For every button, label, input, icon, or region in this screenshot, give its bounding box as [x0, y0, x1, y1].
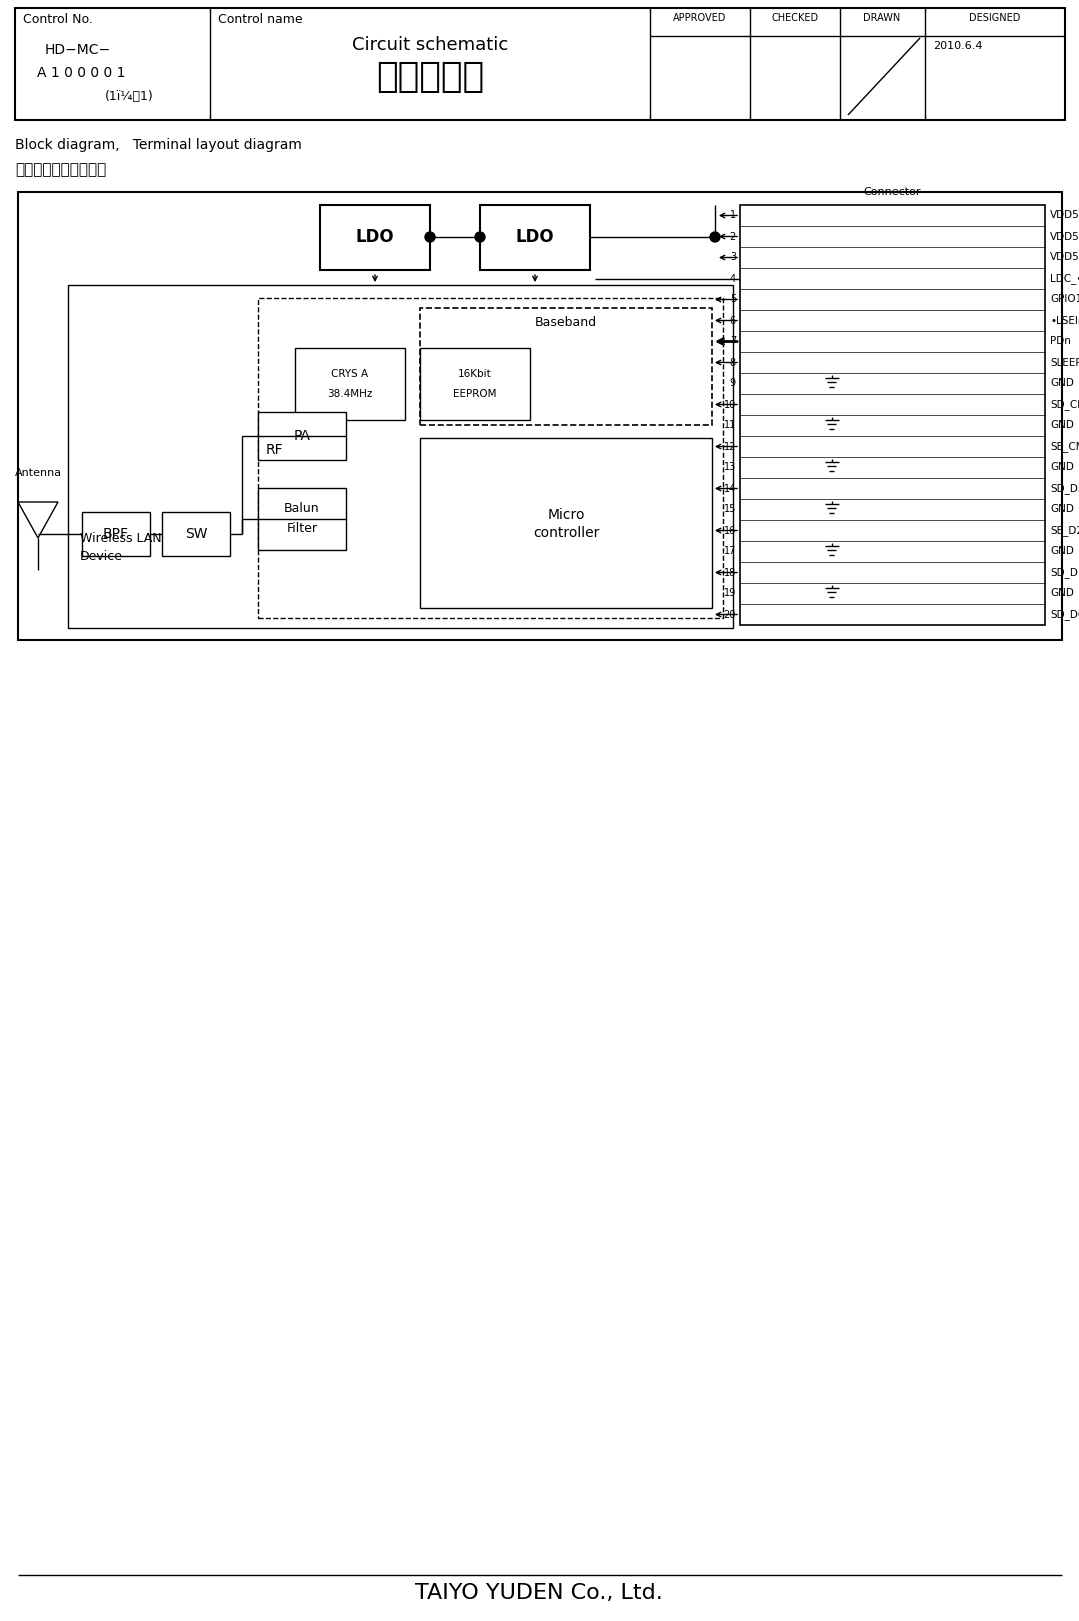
- Text: 14: 14: [724, 483, 736, 493]
- Text: Wireless LAN: Wireless LAN: [80, 532, 162, 545]
- Bar: [420, 308, 712, 425]
- Text: EEPROM: EEPROM: [453, 389, 496, 399]
- Text: LDO: LDO: [516, 229, 555, 246]
- Bar: [258, 488, 346, 550]
- Text: DESIGNED: DESIGNED: [969, 13, 1021, 23]
- Text: 8: 8: [729, 358, 736, 368]
- Text: VDD5: VDD5: [1050, 232, 1079, 242]
- Text: HD−MC−: HD−MC−: [45, 44, 111, 57]
- Text: DRAWN: DRAWN: [863, 13, 901, 23]
- Text: 内部回路図: 内部回路図: [375, 60, 484, 94]
- Text: Micro: Micro: [547, 507, 585, 522]
- Text: GND: GND: [1050, 546, 1074, 556]
- Text: 16: 16: [724, 525, 736, 535]
- Text: GND: GND: [1050, 588, 1074, 598]
- Bar: [420, 438, 712, 608]
- Text: 19: 19: [724, 588, 736, 598]
- Text: PDn: PDn: [1050, 337, 1070, 347]
- Text: 12: 12: [724, 441, 736, 452]
- Circle shape: [475, 232, 484, 242]
- Text: 7: 7: [729, 337, 736, 347]
- Text: GND: GND: [1050, 420, 1074, 431]
- Bar: [258, 412, 346, 460]
- Text: LDC_•VMI •: LDC_•VMI •: [1050, 272, 1079, 284]
- Text: Control No.: Control No.: [23, 13, 93, 26]
- Bar: [480, 204, 590, 271]
- Text: TAIYO YUDEN Co., Ltd.: TAIYO YUDEN Co., Ltd.: [415, 1584, 663, 1603]
- Text: 18: 18: [724, 567, 736, 577]
- Text: CRYS A: CRYS A: [331, 370, 369, 379]
- Text: 2010.6.4: 2010.6.4: [933, 41, 983, 50]
- Text: 6: 6: [729, 316, 736, 326]
- Bar: [420, 349, 530, 420]
- Text: GPIO1: GPIO1: [1050, 295, 1079, 305]
- Text: SD_D1: SD_D1: [1050, 567, 1079, 579]
- Text: SD_D0: SD_D0: [1050, 609, 1079, 619]
- Bar: [68, 285, 733, 627]
- Text: GND: GND: [1050, 504, 1074, 514]
- Bar: [320, 204, 431, 271]
- Bar: [162, 512, 230, 556]
- Text: •LSEIn: •LSEIn: [1050, 316, 1079, 326]
- Text: controller: controller: [533, 525, 599, 540]
- Text: 10: 10: [724, 399, 736, 410]
- Text: 11: 11: [724, 420, 736, 431]
- Text: Antenna: Antenna: [14, 468, 62, 478]
- Bar: [82, 512, 150, 556]
- Text: Filter: Filter: [287, 522, 317, 535]
- Text: Balun: Balun: [284, 503, 319, 515]
- Text: SE_CMD: SE_CMD: [1050, 441, 1079, 452]
- Text: LDO: LDO: [356, 229, 394, 246]
- Text: VDD5: VDD5: [1050, 211, 1079, 220]
- Text: APPROVED: APPROVED: [673, 13, 726, 23]
- Text: 5: 5: [729, 295, 736, 305]
- Text: SW: SW: [185, 527, 207, 541]
- Text: SE_D2: SE_D2: [1050, 525, 1079, 537]
- Text: SD_CLK: SD_CLK: [1050, 399, 1079, 410]
- Bar: [258, 298, 723, 618]
- Text: ブロック図、端子配置: ブロック図、端子配置: [15, 162, 106, 177]
- Text: VDD5: VDD5: [1050, 253, 1079, 263]
- Text: 20: 20: [724, 609, 736, 619]
- Text: 9: 9: [729, 378, 736, 389]
- Bar: [18, 191, 1062, 640]
- Circle shape: [425, 232, 435, 242]
- Text: 15: 15: [724, 504, 736, 514]
- Text: Block diagram,   Terminal layout diagram: Block diagram, Terminal layout diagram: [15, 138, 302, 152]
- Text: CHECKED: CHECKED: [771, 13, 819, 23]
- Bar: [15, 8, 1065, 120]
- Text: Device: Device: [80, 550, 123, 562]
- Text: BPF: BPF: [103, 527, 129, 541]
- Text: Circuit schematic: Circuit schematic: [352, 36, 508, 53]
- Text: 1: 1: [729, 211, 736, 220]
- Text: 2: 2: [729, 232, 736, 242]
- Text: GND: GND: [1050, 462, 1074, 472]
- Text: 17: 17: [724, 546, 736, 556]
- Text: 38.4MHz: 38.4MHz: [327, 389, 372, 399]
- Text: PA: PA: [293, 430, 311, 443]
- Text: A 1 0 0 0 0 1: A 1 0 0 0 0 1: [37, 66, 125, 79]
- Circle shape: [710, 232, 720, 242]
- Text: 4: 4: [729, 274, 736, 284]
- Bar: [740, 204, 1044, 626]
- Text: Control name: Control name: [218, 13, 302, 26]
- Text: 16Kbit: 16Kbit: [459, 370, 492, 379]
- Bar: [295, 349, 405, 420]
- Text: 13: 13: [724, 462, 736, 472]
- Text: RF: RF: [267, 443, 284, 457]
- Text: Connector: Connector: [863, 186, 920, 198]
- Text: SLEEP_CLK: SLEEP_CLK: [1050, 357, 1079, 368]
- Text: 3: 3: [729, 253, 736, 263]
- Text: SD_D3: SD_D3: [1050, 483, 1079, 494]
- Text: GND: GND: [1050, 378, 1074, 389]
- Text: (1ï¼1): (1ï¼1): [105, 91, 153, 104]
- Text: Baseband: Baseband: [535, 316, 597, 329]
